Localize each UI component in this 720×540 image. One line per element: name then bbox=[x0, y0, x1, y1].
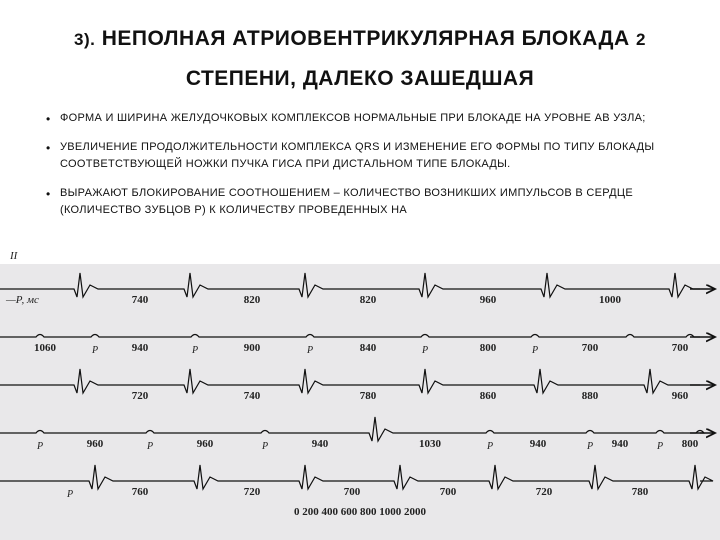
interval-value: 780 bbox=[632, 486, 649, 498]
bullet-1: ФОРМА И ШИРИНА ЖЕЛУДОЧКОВЫХ КОМПЛЕКСОВ Н… bbox=[46, 110, 692, 127]
interval-value: 700 bbox=[582, 342, 599, 354]
interval-value: 700 bbox=[440, 486, 457, 498]
interval-value: 720 bbox=[132, 390, 149, 402]
interval-value: 940 bbox=[312, 438, 329, 450]
interval-value: 820 bbox=[244, 294, 261, 306]
interval-value: 960 bbox=[197, 438, 214, 450]
interval-value: 960 bbox=[480, 294, 497, 306]
interval-value: 880 bbox=[582, 390, 599, 402]
bullet-2: УВЕЛИЧЕНИЕ ПРОДОЛЖИТЕЛЬНОСТИ КОМПЛЕКСА Q… bbox=[46, 139, 692, 173]
interval-value: 820 bbox=[360, 294, 377, 306]
lead-label: II bbox=[10, 250, 17, 258]
interval-value: 1060 bbox=[34, 342, 56, 354]
p-label: P bbox=[262, 441, 268, 452]
axis-label: —Р, мс bbox=[6, 294, 39, 306]
interval-value: 700 bbox=[344, 486, 361, 498]
p-label: P bbox=[532, 345, 538, 356]
interval-value: 740 bbox=[244, 390, 261, 402]
interval-value: 720 bbox=[244, 486, 261, 498]
interval-value: 1000 bbox=[599, 294, 621, 306]
p-label: P bbox=[657, 441, 663, 452]
p-label: P bbox=[422, 345, 428, 356]
interval-value: 940 bbox=[612, 438, 629, 450]
interval-value: 960 bbox=[672, 390, 689, 402]
interval-value: 940 bbox=[132, 342, 149, 354]
interval-value: 720 bbox=[536, 486, 553, 498]
bullet-3: ВЫРАЖАЮТ БЛОКИРОВАНИЕ СООТНОШЕНИЕМ – КОЛ… bbox=[46, 185, 692, 219]
interval-value: 1030 bbox=[419, 438, 441, 450]
p-label: P bbox=[487, 441, 493, 452]
p-label: P bbox=[147, 441, 153, 452]
interval-value: 940 bbox=[530, 438, 547, 450]
slide-title: 3). НЕПОЛНАЯ АТРИОВЕНТРИКУЛЯРНАЯ БЛОКАДА… bbox=[28, 14, 692, 94]
bullet-list: ФОРМА И ШИРИНА ЖЕЛУДОЧКОВЫХ КОМПЛЕКСОВ Н… bbox=[28, 110, 692, 219]
p-label: P bbox=[37, 441, 43, 452]
interval-value: 860 bbox=[480, 390, 497, 402]
p-label: P bbox=[307, 345, 313, 356]
interval-value: 960 bbox=[87, 438, 104, 450]
interval-value: 900 bbox=[244, 342, 261, 354]
ecg-figure: II7408208209601000—Р, мс1060940900840800… bbox=[0, 264, 720, 540]
interval-value: 840 bbox=[360, 342, 377, 354]
interval-value: 760 bbox=[132, 486, 149, 498]
p-label: P bbox=[67, 489, 73, 500]
p-label: P bbox=[92, 345, 98, 356]
interval-value: 800 bbox=[682, 438, 699, 450]
p-label: P bbox=[192, 345, 198, 356]
interval-value: 700 bbox=[672, 342, 689, 354]
interval-value: 780 bbox=[360, 390, 377, 402]
interval-value: 740 bbox=[132, 294, 149, 306]
p-label: P bbox=[587, 441, 593, 452]
interval-value: 800 bbox=[480, 342, 497, 354]
